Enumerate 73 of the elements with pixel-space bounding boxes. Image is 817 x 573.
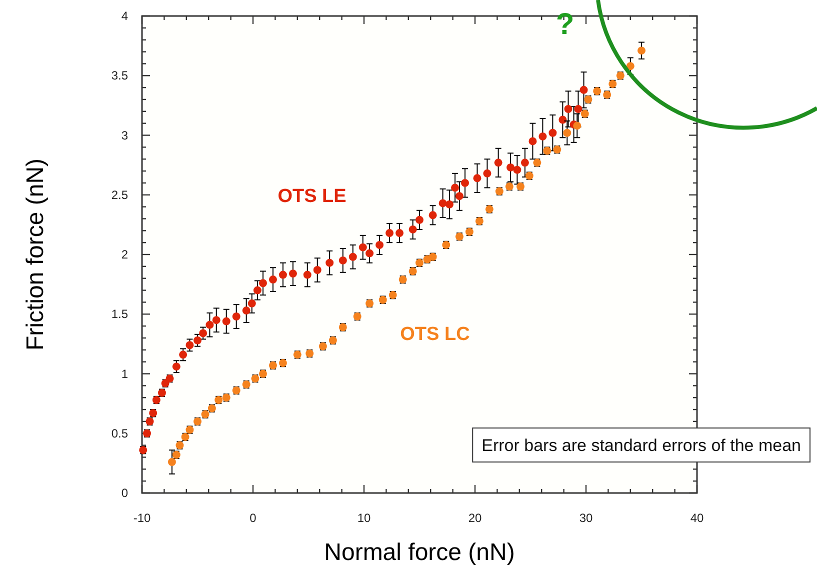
point <box>564 105 572 114</box>
point <box>461 178 470 187</box>
point <box>483 169 492 178</box>
point <box>473 174 482 182</box>
point <box>451 184 460 192</box>
point <box>194 336 202 344</box>
point <box>168 458 176 466</box>
point <box>396 229 404 238</box>
point <box>232 312 240 321</box>
point <box>278 270 287 279</box>
point <box>428 211 437 220</box>
point <box>172 362 180 371</box>
x-tick-label: 0 <box>250 511 257 525</box>
point <box>638 46 646 55</box>
point <box>358 243 367 252</box>
point <box>416 216 424 224</box>
point <box>258 279 267 288</box>
point <box>438 199 447 208</box>
point <box>563 128 572 137</box>
text: OTS LE <box>278 186 346 207</box>
point <box>288 270 297 278</box>
point <box>248 299 256 308</box>
point <box>206 320 214 329</box>
point <box>580 86 588 94</box>
point <box>513 166 522 174</box>
x-tick-label: 10 <box>357 511 371 525</box>
point <box>212 316 220 324</box>
x-tick-label: -10 <box>133 511 151 525</box>
y-tick-label: 4 <box>121 9 128 23</box>
point <box>313 266 322 274</box>
point <box>268 276 277 284</box>
point <box>326 258 334 267</box>
x-tick-label: 20 <box>468 511 482 525</box>
point <box>338 256 347 264</box>
y-tick-label: 0.5 <box>111 426 128 440</box>
point <box>538 132 547 140</box>
y-tick-label: 0 <box>121 486 128 500</box>
y-tick-label: 3.5 <box>111 68 128 83</box>
point <box>179 350 188 359</box>
x-tick-label: 40 <box>690 511 704 525</box>
y-axis-title: Friction force (nN) <box>22 158 49 351</box>
point <box>376 240 384 249</box>
annotation: ? <box>556 8 574 41</box>
point <box>506 163 515 172</box>
point <box>142 429 151 438</box>
y-tick-label: 1 <box>121 366 128 381</box>
annotation: Error bars are standard errors of the mean <box>482 436 801 455</box>
point <box>494 158 502 167</box>
y-tick-label: 3 <box>121 128 128 142</box>
point <box>139 446 148 454</box>
point <box>253 286 262 294</box>
point <box>626 62 634 70</box>
point <box>528 137 537 146</box>
y-tick-label: 1.5 <box>111 307 128 322</box>
point <box>558 116 567 124</box>
point <box>303 270 312 279</box>
point <box>445 200 454 208</box>
point <box>348 252 357 261</box>
point <box>408 225 417 234</box>
point <box>520 158 529 167</box>
series-label: OTS LC <box>400 324 470 345</box>
point <box>548 128 557 137</box>
y-tick-label: 2 <box>121 248 128 262</box>
point <box>242 306 250 315</box>
x-tick-label: 30 <box>579 511 593 525</box>
point <box>366 249 374 258</box>
point <box>199 329 208 338</box>
point <box>186 341 194 350</box>
point <box>455 192 464 200</box>
point <box>222 317 230 326</box>
x-axis-title: Normal force (nN) <box>324 539 515 566</box>
point <box>386 229 394 238</box>
y-tick-label: 2.5 <box>111 188 128 202</box>
